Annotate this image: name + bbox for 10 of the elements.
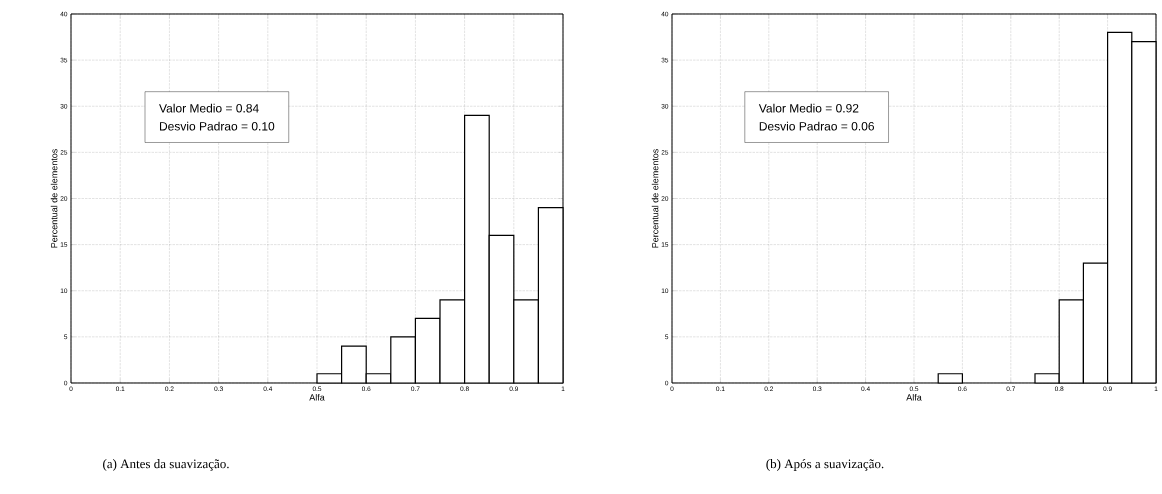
text: (b) Após a suavização.: [766, 459, 884, 471]
annotation: Desvio Padrao = 0.06: [759, 121, 874, 131]
text: (a) Antes da suavização.: [103, 459, 229, 471]
y-axis-title: Percentual de elementos: [50, 149, 58, 248]
annotation: Valor Medio = 0.84: [159, 103, 259, 113]
x-axis-title: Alfa: [309, 393, 325, 401]
annotation: Valor Medio = 0.92: [758, 103, 859, 113]
y-axis-title: Percentual de elementos: [651, 149, 659, 248]
x-axis-title: Alfa: [906, 393, 922, 401]
annotation: Desvio Padrao = 0.10: [159, 121, 275, 131]
